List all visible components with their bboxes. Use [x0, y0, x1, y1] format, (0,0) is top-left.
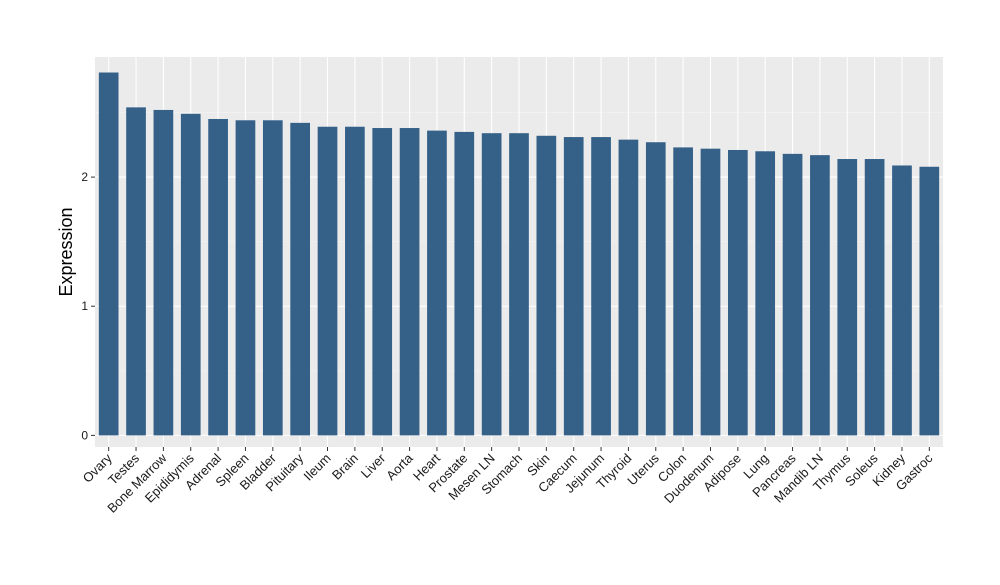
- bar-29: [864, 159, 885, 436]
- bar-7: [262, 120, 283, 436]
- bar-10: [345, 126, 365, 436]
- bars: [98, 72, 940, 436]
- bar-20: [618, 139, 639, 436]
- bar-17: [536, 135, 557, 436]
- bar-27: [810, 155, 830, 436]
- bar-24: [727, 149, 748, 436]
- bar-14: [454, 131, 475, 436]
- bar-8: [290, 122, 311, 436]
- y-tick-label: 1: [81, 299, 88, 313]
- bar-4: [180, 113, 201, 436]
- x-tick-label: Aorta: [383, 450, 416, 483]
- bar-3: [153, 109, 174, 436]
- bar-5: [208, 118, 228, 436]
- bar-11: [372, 128, 393, 436]
- bar-18: [563, 137, 584, 436]
- bar-31: [919, 166, 940, 436]
- bar-12: [399, 128, 420, 436]
- bar-25: [755, 151, 776, 436]
- y-tick-label: 0: [81, 428, 88, 442]
- y-tick-label: 2: [81, 170, 88, 184]
- y-axis-title: Expression: [56, 207, 76, 296]
- x-tick-label: Brain: [329, 451, 361, 483]
- bar-28: [837, 159, 858, 436]
- bar-16: [509, 133, 529, 436]
- x-tick-label: Ileum: [301, 451, 334, 484]
- bar-9: [317, 126, 338, 436]
- bar-22: [673, 147, 693, 436]
- bar-23: [700, 148, 721, 436]
- y-axis: 0 1 2: [81, 170, 95, 442]
- x-tick-label: Liver: [358, 450, 389, 481]
- bar-15: [481, 133, 502, 436]
- bar-1: [98, 72, 119, 436]
- bar-6: [235, 120, 256, 436]
- bar-19: [591, 137, 611, 436]
- bar-26: [782, 153, 803, 436]
- bar-13: [427, 130, 447, 436]
- x-tick-label: Uterus: [624, 450, 662, 488]
- bar-21: [645, 142, 666, 436]
- bar-30: [892, 165, 912, 436]
- bar-2: [126, 107, 146, 436]
